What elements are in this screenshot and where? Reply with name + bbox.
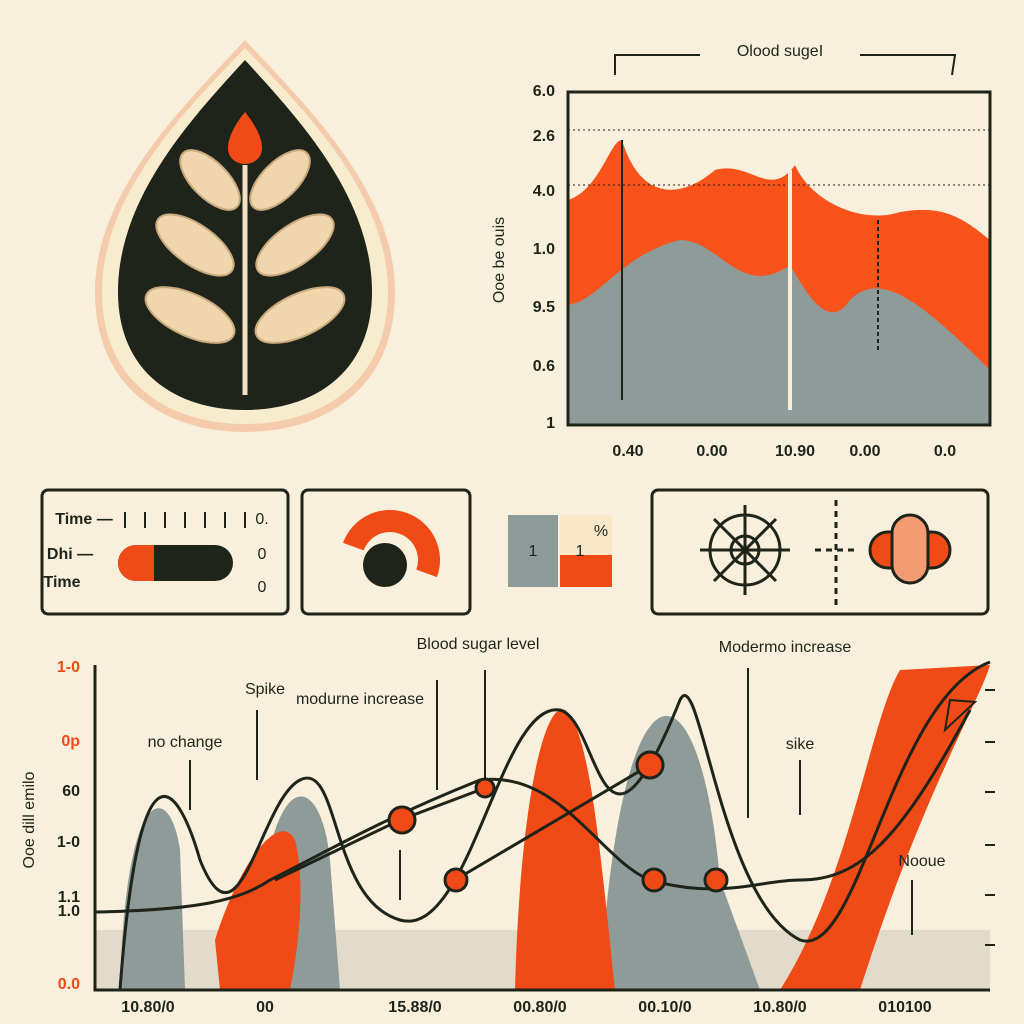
- x-label: 10.90: [775, 443, 815, 460]
- x-label: 00.80/0: [513, 999, 566, 1016]
- control-label: Time —: [55, 511, 113, 528]
- x-label: 00: [256, 999, 274, 1016]
- x-label: 0.00: [849, 443, 880, 460]
- annotation: modurne increase: [296, 691, 424, 708]
- counter-digit: 1: [576, 543, 585, 560]
- y-label: 1: [546, 415, 555, 432]
- annotation: sike: [786, 736, 815, 753]
- x-label: 0.00: [696, 443, 727, 460]
- y-label: 0.6: [533, 358, 555, 375]
- y-label: 1-0: [57, 659, 80, 676]
- readout: 0: [258, 579, 267, 596]
- y-label: 4.0: [533, 183, 555, 200]
- toggle-fill: [118, 545, 154, 581]
- y-label: 60: [62, 783, 80, 800]
- control-label: Time: [43, 574, 80, 591]
- annotation: no change: [148, 734, 223, 751]
- top-chart: [566, 40, 992, 427]
- x-label: 0.0: [934, 443, 956, 460]
- bottom-chart: [93, 660, 995, 992]
- top-y-title: Ooe be ouis: [491, 217, 508, 303]
- y-label: 2.6: [533, 128, 555, 145]
- x-label: 00.10/0: [638, 999, 691, 1016]
- annotation: Spike: [245, 681, 285, 698]
- x-label: 10.80/0: [753, 999, 806, 1016]
- y-label: 1.1: [58, 889, 80, 906]
- x-label: 010100: [878, 999, 931, 1016]
- y-label: 6.0: [533, 83, 555, 100]
- bottom-y-title: Ooe dill emilo: [21, 771, 38, 868]
- y-label: 1.0: [58, 903, 80, 920]
- x-label: 0.40: [612, 443, 643, 460]
- readout: 0: [258, 546, 267, 563]
- annotation: Blood sugar level: [417, 636, 540, 653]
- counter-unit: %: [594, 523, 608, 540]
- leaf-emblem: [95, 40, 395, 432]
- control-label: Dhi —: [47, 546, 93, 563]
- counter-tile: [508, 515, 558, 587]
- y-label: 0.0: [58, 976, 80, 993]
- y-label: 9.5: [533, 299, 555, 316]
- readout: 0.: [255, 511, 268, 528]
- x-label: 15.88/0: [388, 999, 441, 1016]
- gear-icon: [700, 500, 855, 610]
- gauge: [343, 510, 440, 578]
- annotation: Modermo increase: [719, 639, 852, 656]
- y-label: 1-0: [57, 834, 80, 851]
- y-label: 1.0: [533, 241, 555, 258]
- top-title: Olood sugeI: [737, 43, 823, 60]
- counter-digit: 1: [529, 543, 538, 560]
- gauge-knob: [363, 543, 407, 587]
- counter-tile-fill: [560, 555, 612, 587]
- y-label: 0p: [61, 733, 80, 750]
- cross-icon: [868, 513, 952, 585]
- annotation: Nooue: [898, 853, 945, 870]
- x-label: 10.80/0: [121, 999, 174, 1016]
- controls: [40, 488, 990, 616]
